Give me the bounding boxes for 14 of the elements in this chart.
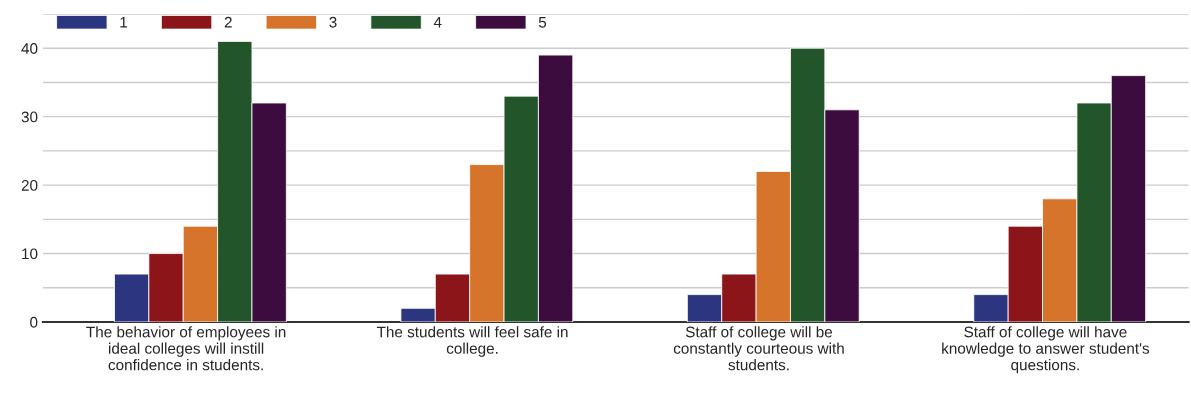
y-tick-label: 30 [21,111,38,123]
y-tick-label: 0 [30,316,38,328]
y-tick-label: 10 [22,248,38,260]
legend-label: 2 [224,16,232,28]
x-tick-label: Staff of college will be constantly courteous with students. [673,326,844,371]
y-tick-label: 40 [21,43,38,54]
x-tick-label: Staff of college will have knowledge to answer student's questions. [942,326,1150,374]
x-tick-label: The behavior of employees in ideal colleges will instill confidence in students. [86,326,286,371]
legend-label: 1 [120,16,128,28]
legend-label: 4 [433,16,442,28]
legend-label: 5 [538,16,547,28]
y-tick-label: 20 [21,179,38,191]
x-tick-label: The students will feel safe in college. [376,326,568,357]
legend-label: 3 [329,16,337,28]
